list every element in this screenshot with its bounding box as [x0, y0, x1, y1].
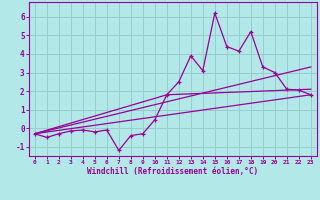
X-axis label: Windchill (Refroidissement éolien,°C): Windchill (Refroidissement éolien,°C)	[87, 167, 258, 176]
